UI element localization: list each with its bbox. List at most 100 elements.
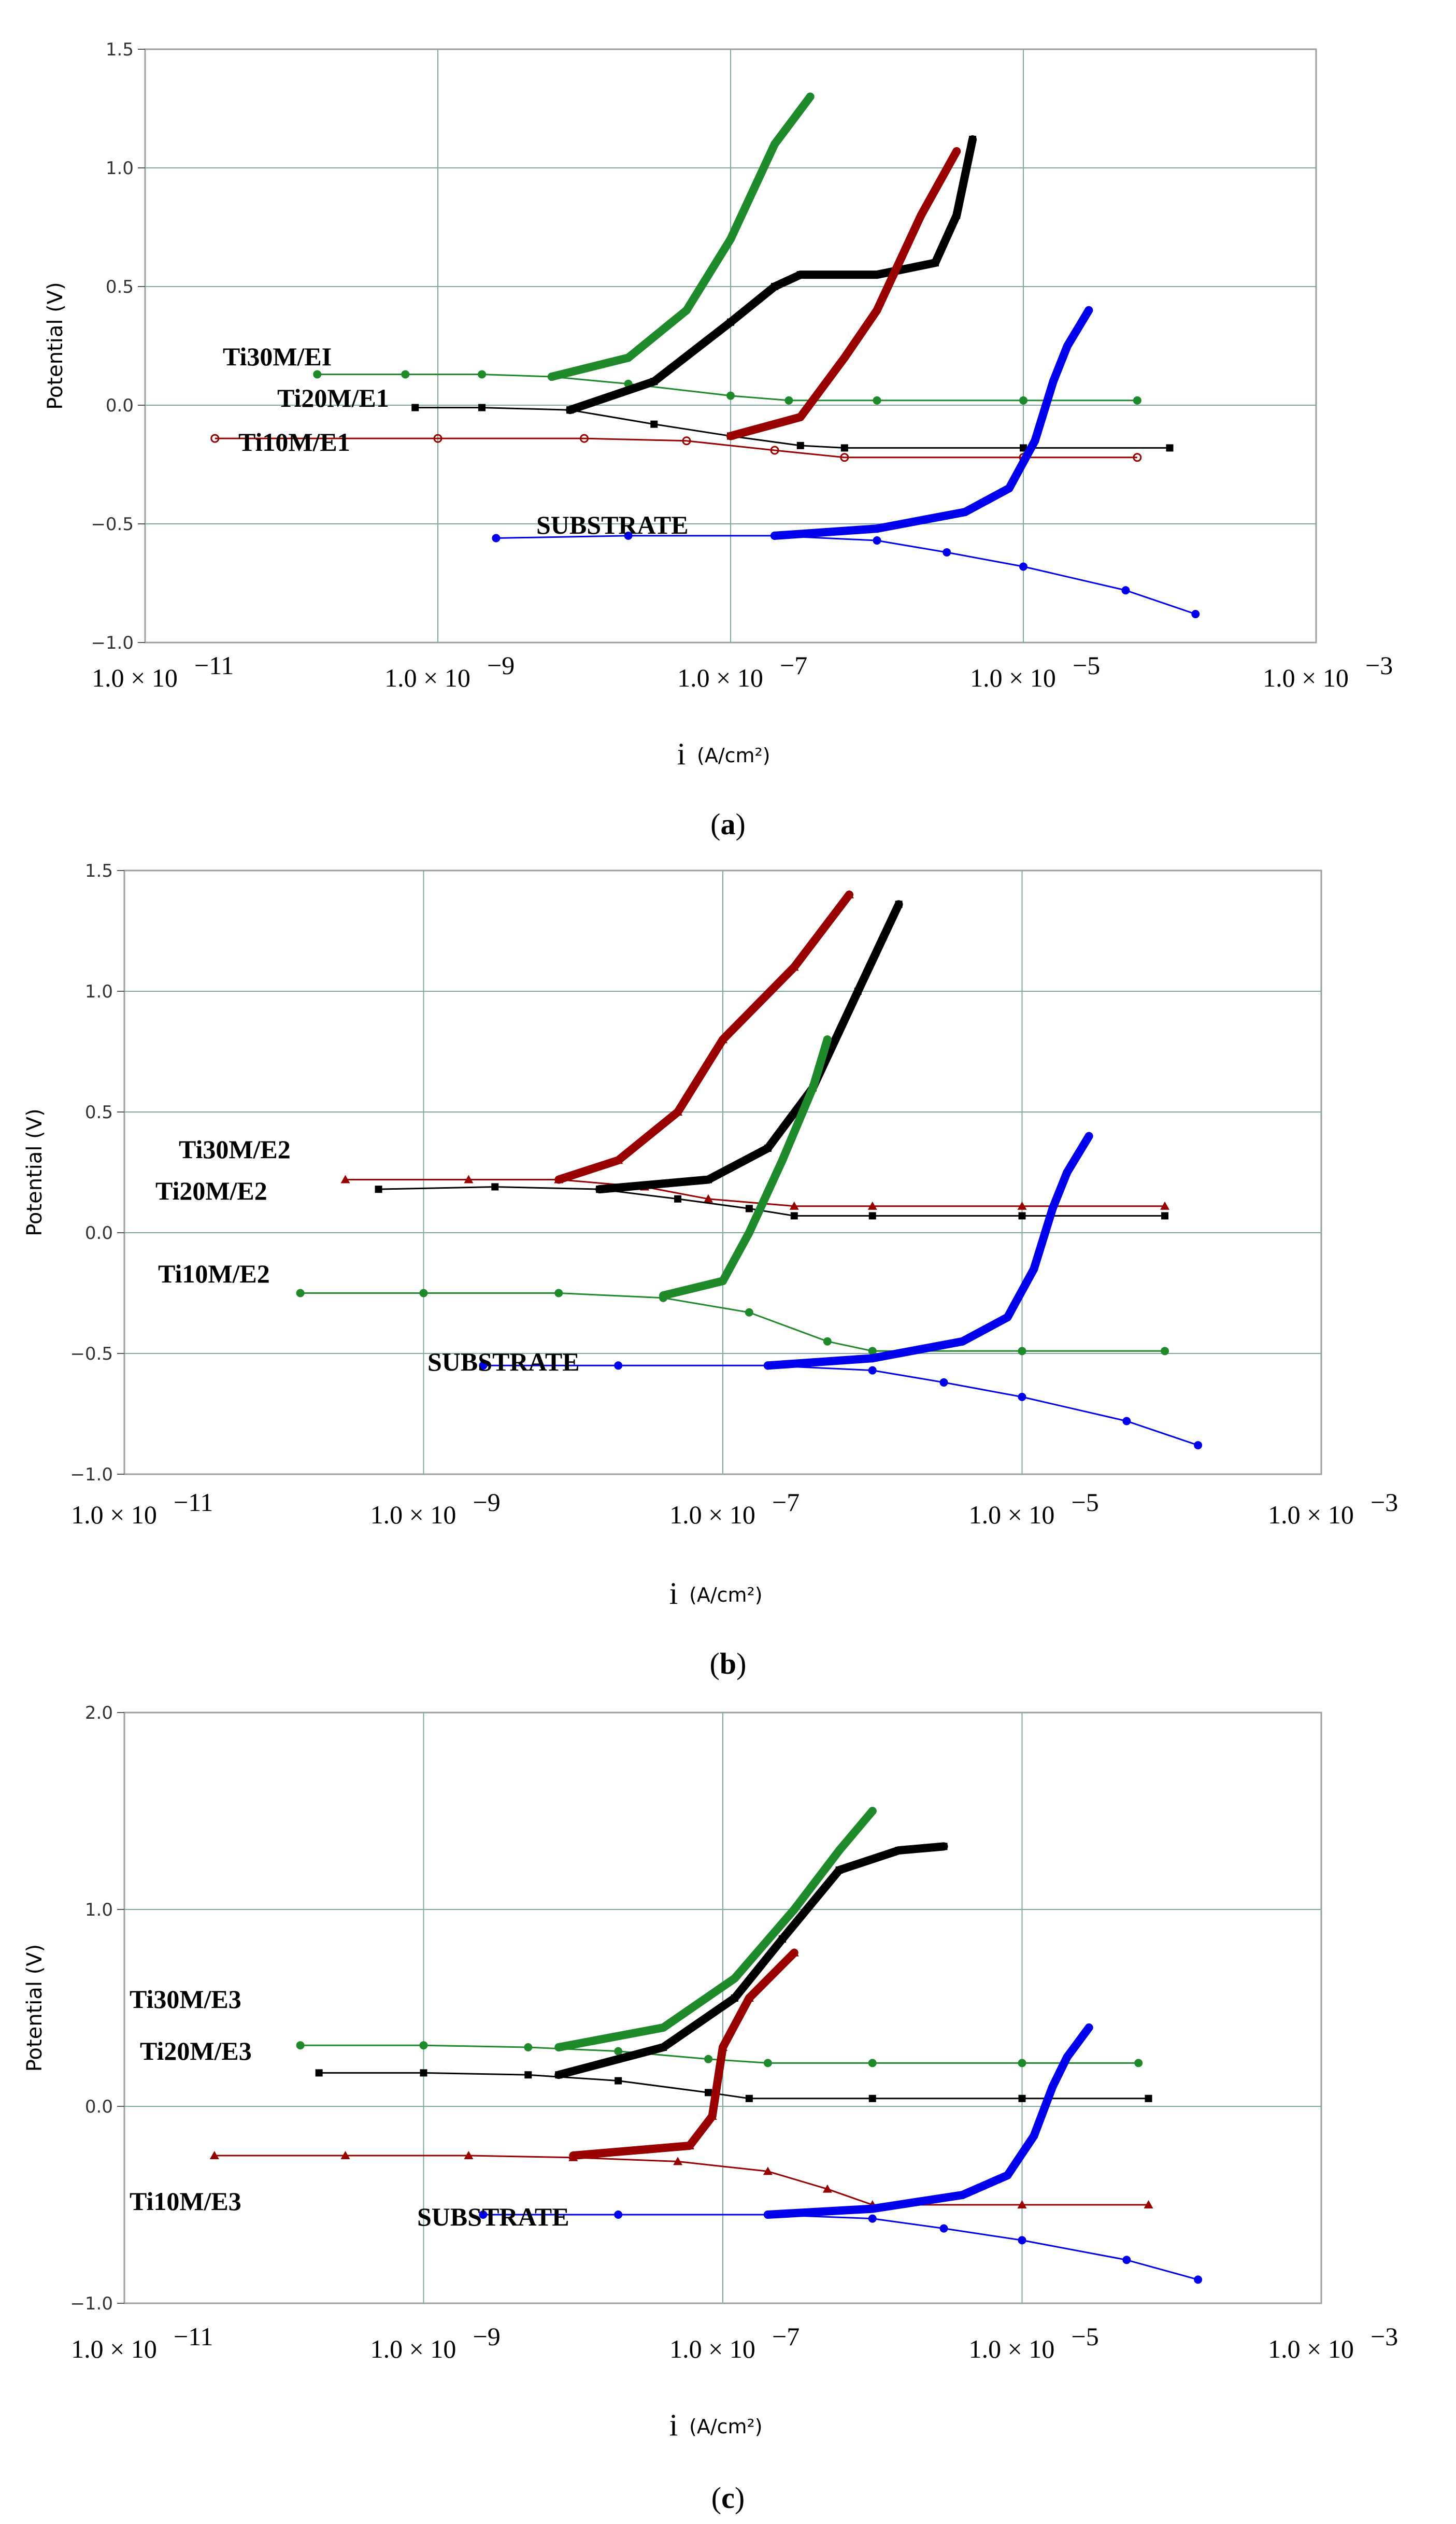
- data-point: [614, 2211, 623, 2219]
- data-point: [840, 453, 849, 462]
- caption: (a): [710, 807, 746, 841]
- data-point: [313, 370, 322, 379]
- x-axis-unit: (A/cm²): [697, 744, 770, 767]
- anodic-point: [868, 2204, 877, 2213]
- data-point: [1018, 2059, 1026, 2067]
- anodic-point: [1005, 484, 1014, 493]
- data-point: [464, 1175, 474, 1183]
- anodic-point: [958, 2191, 967, 2199]
- anodic-point: [770, 531, 779, 540]
- data-point: [682, 436, 691, 446]
- x-tick-exponent: −7: [772, 1488, 800, 1517]
- anodic-point: [931, 259, 939, 267]
- data-point: [209, 2151, 219, 2159]
- x-tick-label: 1.0 × 10: [1268, 1500, 1354, 1529]
- x-tick-exponent: −7: [772, 2322, 800, 2351]
- anodic-point: [789, 1948, 799, 1957]
- anodic-point: [554, 2043, 563, 2051]
- caption: (b): [710, 1647, 747, 1680]
- data-point: [868, 2214, 877, 2223]
- data-point: [1133, 396, 1141, 405]
- anodic-point: [969, 136, 977, 144]
- data-point: [823, 1337, 832, 1346]
- anodic-point: [555, 2071, 563, 2079]
- data-point: [1122, 1417, 1131, 1425]
- y-tick-label: −0.5: [70, 1344, 113, 1364]
- chart-panel-a: 1.51.00.50.0−0.5−1.01.0 × 10 −11 1.0 × 10−…: [44, 39, 1393, 841]
- data-point: [873, 536, 881, 545]
- data-point: [401, 370, 410, 379]
- data-point: [464, 2151, 474, 2159]
- anodic-branch: [770, 306, 1093, 540]
- data-point: [745, 1308, 753, 1317]
- series-ti10m-e1: Ti10M/E1: [210, 147, 1142, 462]
- series-label: Ti30M/E3: [130, 1985, 241, 2014]
- data-point: [340, 1175, 350, 1183]
- anodic-point: [958, 1337, 967, 1346]
- y-axis-label: Potential (V): [23, 1944, 47, 2072]
- series-line: [496, 535, 1196, 615]
- series-label: Ti20M/E2: [155, 1176, 267, 1205]
- series-ti10m-e2: Ti10M/E2: [158, 1035, 1169, 1356]
- anodic-point: [613, 1156, 623, 1164]
- data-point: [1018, 1347, 1026, 1356]
- anodic-point: [731, 1994, 738, 2002]
- y-tick-label: 0.5: [85, 1102, 113, 1123]
- data-point: [1019, 396, 1027, 405]
- x-tick-label: 1.0 × 10: [370, 2334, 456, 2363]
- x-axis-label: i: [669, 1576, 678, 1610]
- data-point: [939, 1378, 948, 1387]
- anodic-point: [778, 1935, 786, 1943]
- anodic-point: [940, 1843, 948, 1850]
- series-substrate: SUBSTRATE: [427, 1132, 1203, 1450]
- data-point: [1191, 610, 1200, 619]
- data-point: [1121, 586, 1130, 595]
- anodic-point: [718, 2043, 727, 2051]
- chart-panel-b: 1.51.00.50.0−0.5−1.01.0 × 10 −11 1.0 × 10−…: [23, 861, 1398, 1680]
- anodic-point: [835, 1846, 844, 1855]
- data-point: [770, 446, 779, 455]
- y-tick-label: 1.5: [106, 39, 134, 60]
- data-point: [705, 2089, 712, 2097]
- data-point: [840, 444, 848, 452]
- anodic-point: [854, 988, 862, 995]
- anodic-point: [682, 306, 691, 315]
- series-label: Ti30M/E2: [179, 1135, 291, 1164]
- y-tick-label: 2.0: [85, 1703, 113, 1723]
- data-point: [674, 1195, 682, 1203]
- anodic-branch: [659, 1035, 832, 1300]
- anodic-point: [659, 2023, 668, 2032]
- data-point: [868, 2094, 876, 2102]
- x-tick-exponent: −9: [473, 2322, 501, 2351]
- anodic-point: [1031, 436, 1039, 445]
- data-point: [419, 1289, 428, 1297]
- anodic-point: [547, 373, 556, 381]
- y-tick-label: 1.5: [85, 861, 113, 881]
- data-point: [763, 2059, 772, 2067]
- anodic-branch: [763, 1132, 1093, 1370]
- data-point: [524, 2071, 532, 2079]
- y-tick-label: 0.5: [106, 277, 134, 297]
- data-point: [943, 548, 951, 557]
- data-point: [1166, 444, 1174, 452]
- data-point: [478, 404, 486, 411]
- anodic-point: [1003, 2171, 1012, 2179]
- data-point: [726, 391, 735, 400]
- anodic-point: [684, 2141, 694, 2149]
- data-point: [580, 434, 589, 443]
- data-point: [704, 2055, 713, 2063]
- anodic-point: [1049, 377, 1058, 386]
- x-tick-label: 1.0 × 10: [1263, 663, 1349, 692]
- anodic-point: [778, 1156, 787, 1165]
- y-tick-label: 1.0: [85, 981, 113, 1002]
- data-point: [868, 1366, 877, 1375]
- data-point: [1017, 1201, 1027, 1210]
- data-point: [873, 396, 881, 405]
- anodic-point: [873, 306, 881, 315]
- y-tick-label: −1.0: [91, 633, 134, 653]
- series-label: Ti30M/EI: [223, 342, 332, 371]
- data-point: [673, 2157, 683, 2165]
- data-point: [1161, 1347, 1169, 1356]
- data-point: [1161, 1212, 1169, 1220]
- x-tick-exponent: −3: [1371, 1488, 1398, 1517]
